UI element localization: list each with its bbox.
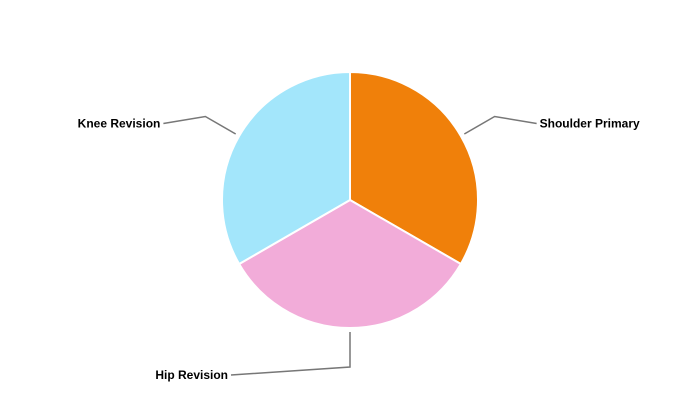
pie-slice-1[interactable] <box>237 198 463 329</box>
pie-slice-2[interactable] <box>221 70 351 266</box>
leader-line-0 <box>463 115 537 135</box>
pie-slice-0[interactable] <box>349 70 479 266</box>
slice-label-0: Shoulder Primary <box>540 117 640 131</box>
slice-label-2: Knee Revision <box>78 117 161 131</box>
slice-label-1: Hip Revision <box>155 368 228 382</box>
leader-line-2 <box>163 115 237 135</box>
leader-line-1 <box>230 332 351 376</box>
